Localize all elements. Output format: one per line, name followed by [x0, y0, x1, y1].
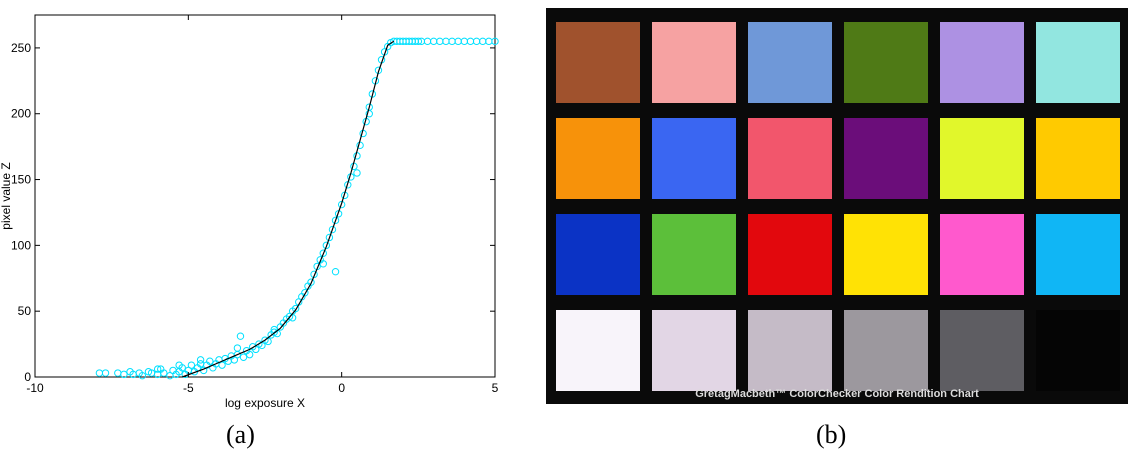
data-point-59 [307, 278, 315, 286]
color-patch-r2-c6 [1036, 118, 1120, 199]
y-tick-label: 0 [24, 370, 31, 384]
data-point-117 [319, 260, 327, 268]
color-patch-r1-c3 [748, 22, 832, 103]
color-patch-r1-c5 [940, 22, 1024, 103]
data-point-110 [196, 356, 205, 364]
color-patch-r4-c1 [556, 310, 640, 391]
x-tick-label: 0 [338, 381, 345, 395]
data-point-36 [236, 332, 245, 340]
color-patch-r1-c1 [556, 22, 640, 103]
data-point-115 [353, 169, 361, 177]
color-patch-r4-c5 [940, 310, 1024, 391]
y-axis-label: pixel value Z [0, 162, 13, 229]
color-patch-r4-c2 [652, 310, 736, 391]
data-point-114 [153, 365, 162, 373]
y-tick-label: 100 [11, 238, 31, 252]
color-patch-r2-c3 [748, 118, 832, 199]
color-patch-r4-c3 [748, 310, 832, 391]
color-patch-r3-c3 [748, 214, 832, 295]
color-patch-r3-c1 [556, 214, 640, 295]
y-tick-label: 50 [18, 304, 32, 318]
color-patch-r3-c5 [940, 214, 1024, 295]
color-patch-r2-c2 [652, 118, 736, 199]
caption-b: (b) [816, 420, 847, 449]
y-tick-label: 150 [11, 173, 31, 187]
data-point-67 [331, 216, 340, 225]
data-point-113 [175, 361, 183, 369]
x-tick-label: -5 [183, 381, 194, 395]
color-patch-r1-c2 [652, 22, 736, 103]
plot-frame [34, 14, 496, 378]
data-point-65 [325, 233, 334, 242]
data-point-64 [322, 241, 331, 250]
data-point-116 [365, 110, 373, 118]
color-patch-r3-c6 [1036, 214, 1120, 295]
color-checker-chart: GretagMacbeth™ ColorChecker Color Rendit… [546, 8, 1128, 404]
data-point-39 [245, 350, 254, 359]
data-point-109 [233, 344, 242, 352]
data-point-12 [160, 369, 168, 377]
data-point-3 [120, 370, 128, 379]
data-point-66 [328, 225, 337, 234]
data-point-26 [206, 357, 214, 365]
x-tick-label: -10 [26, 381, 44, 395]
color-patch-r4-c4 [844, 310, 928, 391]
x-axis-label: log exposure X [225, 396, 305, 410]
fitted-response-curve [181, 40, 395, 378]
color-checker-title: GretagMacbeth™ ColorChecker Color Rendit… [695, 388, 979, 400]
data-point-30 [218, 361, 226, 369]
color-patch-r3-c2 [652, 214, 736, 295]
caption-a: (a) [226, 420, 255, 449]
data-point-54 [291, 304, 300, 313]
color-patch-r2-c5 [940, 118, 1024, 199]
x-tick-label: 5 [492, 381, 499, 395]
color-patch-r1-c6 [1036, 22, 1120, 103]
data-point-57 [301, 289, 309, 297]
color-patch-r1-c4 [844, 22, 928, 103]
color-patch-r2-c1 [556, 118, 640, 199]
data-point-7 [138, 371, 147, 380]
data-point-63 [319, 249, 327, 257]
data-point-108 [331, 267, 340, 276]
data-point-1 [101, 369, 110, 377]
color-patch-r2-c4 [844, 118, 928, 199]
y-tick-label: 250 [11, 41, 31, 55]
data-point-107 [491, 37, 499, 46]
data-point-20 [187, 361, 196, 369]
color-patch-r4-c6 [1036, 310, 1120, 391]
y-tick-label: 200 [11, 107, 31, 121]
color-patch-r3-c4 [844, 214, 928, 295]
data-point-37 [239, 353, 248, 361]
data-point-94 [414, 37, 423, 46]
